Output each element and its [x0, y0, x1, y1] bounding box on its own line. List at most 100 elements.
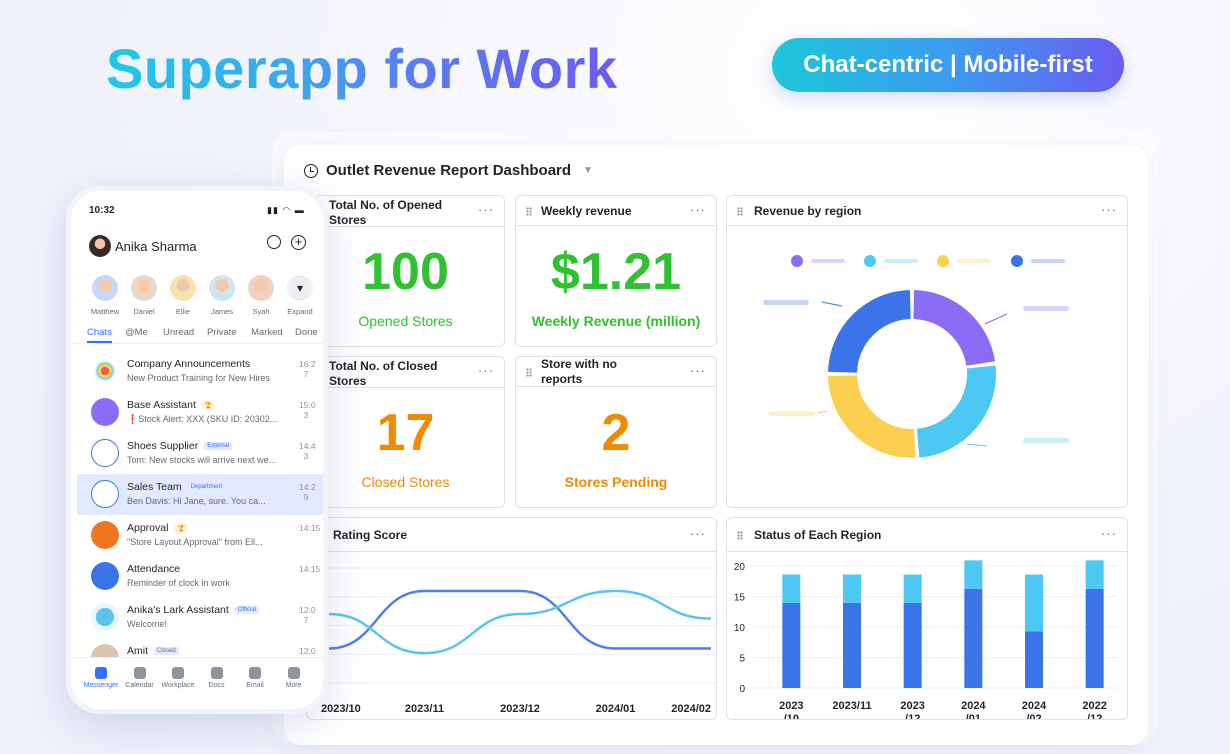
more-icon[interactable]: ··· [478, 363, 494, 378]
weekly-value: $1.21 [550, 243, 682, 301]
contact-avatar[interactable] [131, 275, 157, 301]
phone-mockup: 10:32 ▮▮ ◠ ▬ Anika Sharma + Matthew Danie… [66, 186, 328, 714]
x-tick-label: /01 [966, 713, 981, 720]
card-title: Weekly revenue [541, 204, 632, 218]
messenger-icon [95, 667, 107, 679]
x-tick-label: 2023 [779, 700, 803, 712]
card-closed-stores[interactable]: Total No. of Closed Stores ··· 17 Closed… [306, 356, 505, 508]
workplace-icon [172, 667, 184, 679]
donut-slice [828, 375, 916, 458]
callout-placeholder [1023, 306, 1069, 311]
dashboard-title-text: Outlet Revenue Report Dashboard [326, 162, 572, 179]
callout-placeholder [769, 411, 815, 416]
card-revenue-by-region[interactable]: Revenue by region ··· [726, 195, 1128, 508]
opened-label: Opened Stores [358, 313, 453, 329]
x-tick-label: 2024/01 [596, 703, 636, 715]
chat-time: 14:15 [299, 564, 321, 574]
callout-line [966, 443, 988, 447]
bar-segment [782, 574, 801, 603]
add-icon[interactable]: + [291, 235, 306, 250]
contact-name: Syah [252, 307, 270, 316]
x-tick-label: /12 [905, 713, 920, 720]
closed-value: 17 [376, 404, 435, 462]
chat-list-item[interactable]: Sales Team Department Ben Davis: Hi Jane, … [77, 474, 323, 515]
chat-name: Anika's Lark Assistant [127, 604, 229, 616]
more-icon[interactable]: ··· [690, 202, 706, 217]
donut-chart [763, 255, 1069, 458]
card-status-region[interactable]: Status of Each Region ··· 20 15 10 5 0 2023/1… [726, 517, 1128, 720]
legend-dot [1011, 255, 1023, 267]
status-icons: ▮▮ ◠ ▬ [267, 205, 305, 215]
bar-segment [903, 602, 922, 688]
drag-handle-icon[interactable] [737, 207, 743, 216]
tab-messenger[interactable]: Messenger [83, 667, 119, 689]
more-icon[interactable]: ··· [690, 526, 706, 541]
chat-list-item[interactable]: Approval 🏆 "Store Layout Approval" from El… [77, 515, 323, 556]
card-rating-score[interactable]: Rating Score ··· 2023/10 2023/11 2023/12 20… [306, 517, 717, 720]
status-time: 10:32 [89, 205, 115, 216]
closed-label: Closed Stores [361, 474, 450, 490]
more-icon[interactable]: ··· [478, 202, 494, 217]
bar-segment [782, 602, 801, 688]
caret-down-icon: ▼ [583, 165, 593, 176]
chat-list-item[interactable]: Attendance Reminder of clock in work 14:15 [77, 556, 323, 597]
filter-chats[interactable]: Chats [87, 327, 112, 343]
chat-preview: Ben Davis: Hi Jane, sure. You ca... [127, 496, 266, 506]
card-title: Total No. of Closed Stores [329, 359, 438, 388]
drag-handle-icon[interactable] [737, 531, 743, 540]
chat-time: 16:2 7 [299, 359, 316, 379]
filter-me[interactable]: @Me [125, 327, 148, 338]
tab-label: Email [246, 682, 264, 689]
chat-avatar-icon [91, 439, 119, 467]
legend-placeholder [1031, 259, 1065, 263]
opened-value: 100 [362, 243, 449, 301]
filter-private[interactable]: Private [207, 327, 237, 338]
filter-done[interactable]: Done [295, 327, 318, 338]
filter-unread[interactable]: Unread [163, 327, 195, 338]
more-icon[interactable]: ··· [1101, 202, 1117, 217]
tab-docs[interactable]: Docs [199, 667, 235, 689]
search-icon[interactable] [267, 235, 281, 249]
expand-icon[interactable]: ▾ [287, 275, 313, 301]
chat-list-item[interactable]: Base Assistant 🏆 ❗Stock Alert: XXX (SKU ID… [77, 392, 323, 433]
tab-calendar[interactable]: Calendar [122, 667, 158, 689]
weekly-label: Weekly Revenue (million) [531, 313, 701, 329]
tab-label: Calendar [125, 682, 154, 689]
email-icon [249, 667, 261, 679]
contact-avatar[interactable] [248, 275, 274, 301]
legend-dot [864, 255, 876, 267]
legend-placeholder [957, 259, 991, 263]
chat-list-item[interactable]: Anika's Lark Assistant Official Welcome! 12… [77, 597, 323, 638]
tab-label: More [285, 682, 302, 689]
y-tick-label: 10 [734, 623, 746, 634]
chat-list-item[interactable]: Company Announcements New Product Trainin… [77, 351, 323, 392]
calendar-icon [133, 667, 146, 679]
more-icon[interactable]: ··· [1101, 526, 1117, 541]
tab-more[interactable]: More [276, 667, 312, 689]
more-icon[interactable]: ··· [690, 363, 706, 378]
tab-bar [71, 657, 323, 709]
y-tick-label: 0 [739, 684, 745, 695]
chat-tag: Official [234, 606, 260, 615]
donut-slice [828, 290, 911, 373]
drag-handle-icon[interactable] [526, 368, 532, 377]
tab-email[interactable]: Email [237, 667, 273, 689]
chat-preview: ❗Stock Alert: XXX (SKU ID: 20302... [127, 414, 278, 424]
legend-placeholder [811, 259, 845, 263]
legend-dot [937, 255, 949, 267]
chat-name: Amit [127, 645, 148, 657]
user-avatar[interactable] [89, 235, 111, 257]
filter-marked[interactable]: Marked [251, 327, 283, 338]
card-opened-stores[interactable]: Total No. of Opened Stores ··· 100 Opene… [306, 195, 505, 347]
dashboard-title[interactable]: Outlet Revenue Report Dashboard ▼ [304, 162, 593, 179]
card-weekly-revenue[interactable]: Weekly revenue ··· $1.21 Weekly Revenue … [515, 195, 717, 347]
bar-segment [964, 560, 983, 589]
chat-list-item[interactable]: Shoes Supplier External Tom: New stocks wi… [77, 433, 323, 474]
tab-workplace[interactable]: Workplace [160, 667, 196, 689]
drag-handle-icon[interactable] [526, 207, 532, 216]
bar-segment [903, 574, 922, 603]
contact-avatar[interactable] [170, 275, 196, 301]
contact-avatar[interactable] [209, 275, 235, 301]
card-no-reports[interactable]: Store with no reports ··· 2 Stores Pendi… [515, 356, 717, 508]
contact-avatar[interactable] [92, 275, 118, 301]
